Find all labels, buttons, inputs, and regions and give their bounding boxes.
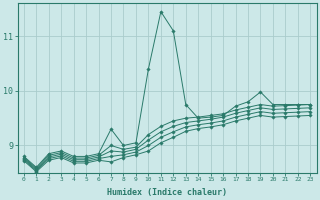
X-axis label: Humidex (Indice chaleur): Humidex (Indice chaleur)	[107, 188, 227, 197]
